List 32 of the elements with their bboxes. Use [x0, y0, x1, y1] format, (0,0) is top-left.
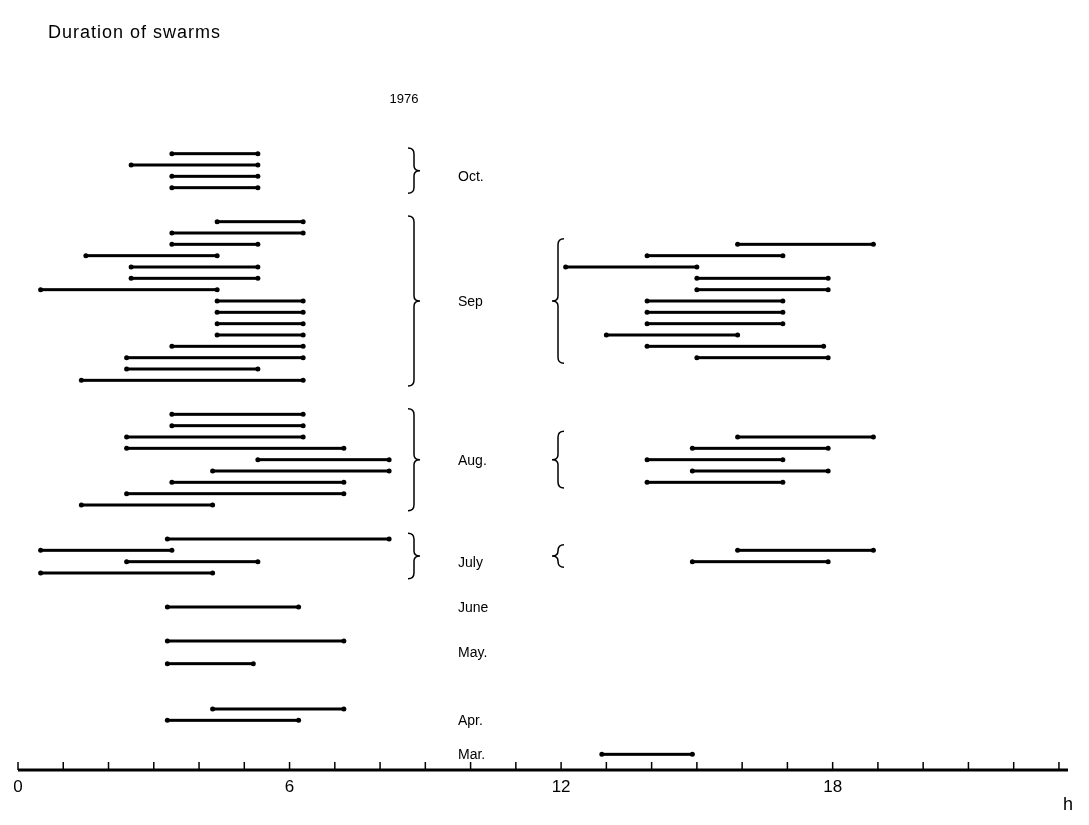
- y-tick-label: Mar.: [458, 746, 486, 763]
- bar: [212, 469, 390, 473]
- y-tick-label: June: [458, 599, 489, 615]
- bar: [737, 548, 874, 552]
- x-tick-label: 6: [284, 777, 295, 796]
- bar: [171, 344, 304, 348]
- bar: [85, 254, 218, 258]
- bar: [257, 458, 390, 462]
- bar: [171, 424, 304, 428]
- y-tick-label: July: [458, 553, 483, 570]
- x-tick-label: 18: [823, 777, 843, 796]
- bar: [696, 288, 829, 292]
- chart-title: Duration of swarms: [48, 22, 222, 42]
- bar: [601, 752, 693, 756]
- y-tick-label: Apr.: [458, 712, 483, 729]
- y-tick-label: Aug.: [458, 451, 487, 468]
- bar: [171, 231, 304, 235]
- y-tick-label: Oct.: [458, 168, 484, 185]
- bar: [696, 356, 829, 360]
- x-tick-label: 12: [551, 777, 571, 796]
- bar: [737, 435, 874, 439]
- y-tick-label: May.: [458, 644, 488, 661]
- x-tick-label: 0: [13, 777, 23, 796]
- y-tick-label: Sep: [458, 293, 484, 309]
- bar: [126, 356, 304, 360]
- x-axis-title: h: [1062, 794, 1074, 814]
- bar: [126, 435, 304, 439]
- bar: [40, 288, 218, 292]
- bar: [696, 276, 829, 280]
- bar: [171, 412, 304, 416]
- chart-subtitle: 1976: [389, 91, 419, 106]
- bar: [737, 242, 874, 246]
